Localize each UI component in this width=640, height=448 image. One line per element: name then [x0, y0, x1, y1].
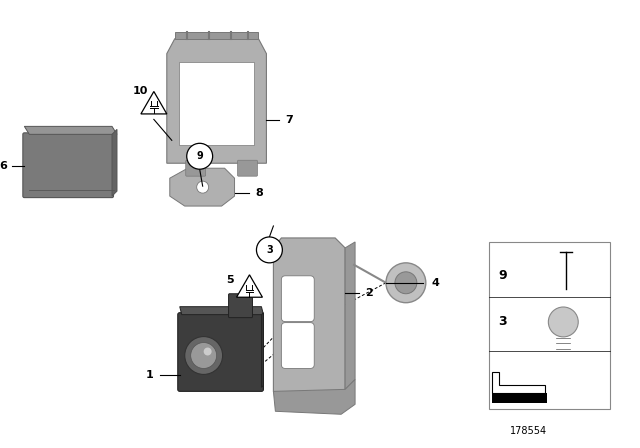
Polygon shape — [170, 168, 234, 206]
Text: 3: 3 — [499, 315, 507, 328]
FancyBboxPatch shape — [282, 276, 314, 322]
Circle shape — [191, 343, 216, 368]
Polygon shape — [261, 313, 264, 388]
FancyBboxPatch shape — [237, 160, 257, 176]
FancyBboxPatch shape — [228, 294, 252, 318]
FancyBboxPatch shape — [186, 160, 205, 176]
Polygon shape — [179, 62, 255, 145]
FancyBboxPatch shape — [178, 313, 264, 392]
Polygon shape — [175, 32, 259, 39]
Circle shape — [386, 263, 426, 303]
Bar — [488, 242, 610, 409]
Polygon shape — [237, 275, 262, 297]
FancyBboxPatch shape — [23, 133, 113, 198]
Polygon shape — [167, 39, 266, 163]
Text: 8: 8 — [255, 188, 263, 198]
Circle shape — [548, 307, 578, 337]
Circle shape — [185, 336, 223, 375]
Circle shape — [257, 237, 282, 263]
Text: 178554: 178554 — [510, 426, 547, 436]
Text: 9: 9 — [196, 151, 203, 161]
FancyBboxPatch shape — [282, 323, 314, 368]
Polygon shape — [345, 242, 355, 389]
Circle shape — [196, 181, 209, 193]
Polygon shape — [24, 126, 117, 134]
Text: 9: 9 — [499, 269, 507, 282]
Polygon shape — [492, 372, 545, 393]
Circle shape — [204, 348, 212, 356]
Text: 7: 7 — [285, 116, 293, 125]
Polygon shape — [112, 129, 117, 196]
Polygon shape — [180, 307, 264, 314]
Circle shape — [395, 272, 417, 294]
Text: 5: 5 — [226, 275, 234, 285]
Circle shape — [187, 143, 212, 169]
Text: 3: 3 — [266, 245, 273, 255]
Text: 2: 2 — [365, 288, 373, 298]
Text: 6: 6 — [0, 161, 8, 171]
Bar — [492, 393, 547, 403]
Polygon shape — [141, 91, 167, 114]
Text: 10: 10 — [132, 86, 148, 95]
Polygon shape — [273, 238, 345, 399]
Polygon shape — [273, 379, 355, 414]
Text: 4: 4 — [432, 278, 440, 288]
Text: 1: 1 — [146, 370, 154, 380]
